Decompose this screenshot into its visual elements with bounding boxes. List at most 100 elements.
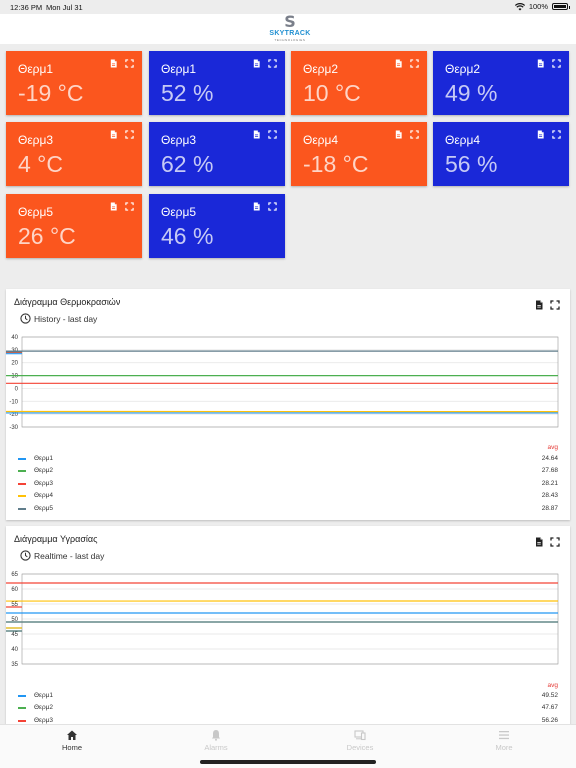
export-document-icon[interactable]: [536, 59, 545, 68]
fullscreen-icon[interactable]: [552, 130, 561, 139]
legend-swatch: [18, 470, 26, 473]
export-document-icon[interactable]: [534, 300, 544, 310]
tab-devices[interactable]: Devices: [320, 729, 400, 752]
tile-name: Θερμ5: [161, 205, 197, 219]
sensor-tile[interactable]: Θερμ3 62 %: [149, 122, 285, 186]
sensor-tile[interactable]: Θερμ5 26 °C: [6, 194, 142, 258]
fullscreen-icon[interactable]: [125, 130, 134, 139]
tile-value: 62 %: [161, 151, 214, 177]
devices-icon: [354, 730, 366, 741]
sensor-tile[interactable]: Θερμ2 10 °C: [291, 51, 427, 115]
export-document-icon[interactable]: [394, 130, 403, 139]
fullscreen-icon[interactable]: [125, 202, 134, 211]
fullscreen-icon[interactable]: [268, 59, 277, 68]
y-tick-label: 60: [11, 587, 18, 593]
export-document-icon[interactable]: [534, 537, 544, 547]
tab-label: Devices: [346, 743, 374, 752]
tile-name: Θερμ5: [18, 205, 54, 219]
export-document-icon[interactable]: [252, 130, 261, 139]
sensor-tile[interactable]: Θερμ1 52 %: [149, 51, 285, 115]
clock-icon: [20, 313, 31, 324]
export-document-icon[interactable]: [394, 59, 403, 68]
avg-header: avg: [547, 682, 558, 689]
export-document-icon[interactable]: [252, 59, 261, 68]
legend-series-name: Θερμ2: [34, 704, 54, 712]
card-subtitle: Realtime - last day: [34, 551, 105, 561]
legend-row[interactable]: Θερμ2 47.67: [12, 702, 564, 714]
card-title: Διάγραμμα Υγρασίας: [14, 534, 98, 544]
legend-swatch: [18, 458, 26, 460]
fullscreen-icon[interactable]: [410, 130, 419, 139]
fullscreen-icon[interactable]: [125, 59, 134, 68]
tile-value: 56 %: [445, 151, 498, 177]
export-document-icon[interactable]: [252, 202, 261, 211]
tile-value: 52 %: [161, 80, 214, 106]
battery-percent: 100%: [528, 2, 548, 11]
export-document-icon[interactable]: [109, 202, 118, 211]
fullscreen-icon[interactable]: [552, 59, 561, 68]
tile-name: Θερμ3: [18, 133, 54, 147]
tile-name: Θερμ4: [445, 133, 481, 147]
legend-swatch: [18, 495, 26, 498]
fullscreen-icon[interactable]: [268, 202, 277, 211]
app-header: S SKYTRACK TECHNOLOGIES: [0, 14, 576, 44]
tile-value: -19 °C: [18, 80, 84, 106]
export-document-icon[interactable]: [536, 130, 545, 139]
tile-value: -18 °C: [303, 151, 369, 177]
tab-label: Home: [61, 743, 82, 752]
legend-row[interactable]: Θερμ1 49.52: [12, 690, 564, 702]
battery-icon: [552, 3, 570, 10]
legend-series-name: Θερμ2: [34, 467, 54, 475]
fullscreen-icon[interactable]: [410, 59, 419, 68]
y-tick-label: 45: [11, 632, 18, 638]
menu-icon: [499, 731, 509, 740]
y-tick-label: 20: [11, 361, 18, 367]
sensor-tile[interactable]: Θερμ5 46 %: [149, 194, 285, 258]
legend-swatch: [18, 482, 26, 485]
sensor-tile[interactable]: Θερμ1 -19 °C: [6, 51, 142, 115]
tab-alarms[interactable]: Alarms: [176, 729, 256, 752]
series-line-4: [6, 600, 559, 629]
logo-text: SKYTRACK: [269, 30, 311, 37]
legend-row[interactable]: Θερμ4 28.43: [12, 490, 564, 502]
status-date: Mon Jul 31: [46, 3, 83, 12]
legend-series-name: Θερμ5: [34, 504, 54, 512]
legend-avg-value: 28.21: [541, 479, 558, 487]
tile-name: Θερμ3: [161, 133, 197, 147]
plot-frame: [21, 573, 559, 665]
sensor-tile[interactable]: Θερμ3 4 °C: [6, 122, 142, 186]
y-tick-label: 10: [11, 374, 18, 380]
legend-row[interactable]: Θερμ2 27.68: [12, 465, 564, 477]
tab-home[interactable]: Home: [32, 729, 112, 752]
sensor-tile[interactable]: Θερμ4 -18 °C: [291, 122, 427, 186]
legend-series-name: Θερμ1: [34, 692, 54, 699]
bell-icon: [212, 730, 220, 741]
fullscreen-icon[interactable]: [550, 300, 560, 310]
legend-swatch: [18, 507, 26, 510]
plot-frame: [21, 336, 559, 428]
legend-row[interactable]: Θερμ3 56.26: [12, 715, 564, 727]
fullscreen-icon[interactable]: [550, 537, 560, 547]
home-indicator[interactable]: [200, 760, 376, 764]
legend-row[interactable]: Θερμ5 28.87: [12, 503, 564, 515]
sensor-tile[interactable]: Θερμ2 49 %: [433, 51, 569, 115]
legend-swatch: [18, 695, 26, 697]
legend-row[interactable]: Θερμ3 28.21: [12, 478, 564, 490]
export-document-icon[interactable]: [109, 59, 118, 68]
tile-name: Θερμ1: [161, 62, 197, 76]
fullscreen-icon[interactable]: [268, 130, 277, 139]
tile-name: Θερμ2: [445, 62, 481, 76]
legend-avg-value: 28.43: [541, 492, 558, 500]
home-icon: [67, 730, 77, 740]
sensor-tile[interactable]: Θερμ4 56 %: [433, 122, 569, 186]
y-tick-label: 65: [11, 572, 18, 578]
legend-swatch: [18, 707, 26, 710]
humidity-chart-card: Διάγραμμα Υγρασίας Realtime - last day 3…: [6, 526, 570, 726]
tile-value: 49 %: [445, 80, 498, 106]
export-document-icon[interactable]: [109, 130, 118, 139]
tab-more[interactable]: More: [464, 729, 544, 752]
series-line-4: [6, 351, 559, 413]
legend-row[interactable]: Θερμ1 24.64: [12, 453, 564, 465]
y-tick-label: 35: [11, 662, 18, 668]
legend-series-name: Θερμ4: [34, 492, 54, 500]
